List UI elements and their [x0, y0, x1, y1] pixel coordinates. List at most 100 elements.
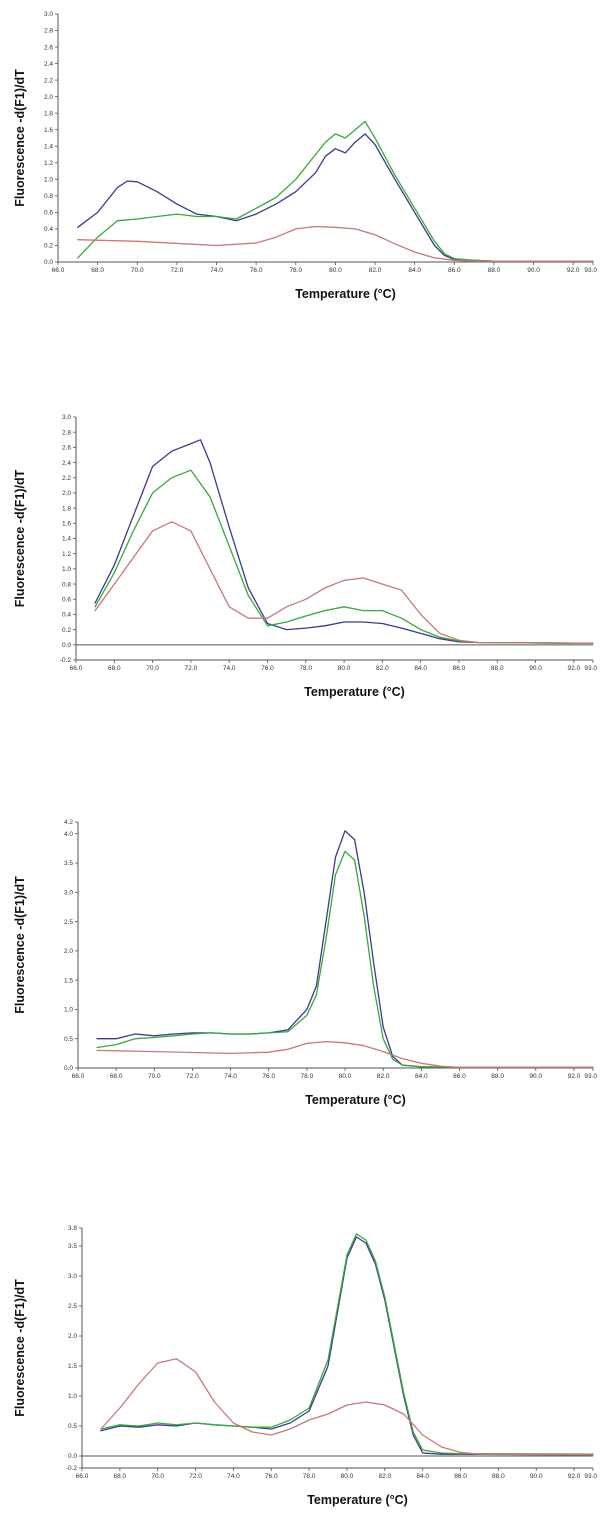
- x-tick-label: 70.0: [131, 267, 144, 274]
- x-tick-label: 78.0: [301, 1073, 314, 1080]
- y-tick-label: 0.0: [44, 259, 53, 266]
- x-tick-label: 76.0: [262, 1073, 275, 1080]
- y-tick-label: 2.2: [44, 77, 53, 84]
- series-line-2: [100, 1233, 594, 1455]
- y-tick-label: 1.4: [62, 536, 71, 543]
- x-tick-label: 86.0: [454, 1473, 467, 1480]
- x-tick-label: 88.0: [492, 1473, 505, 1480]
- x-tick-label: 92.0: [568, 665, 581, 672]
- x-axis-title: Temperature (°C): [295, 287, 396, 301]
- y-tick-label: 1.6: [44, 127, 53, 134]
- x-tick-label: 92.0: [567, 267, 580, 274]
- y-tick-label: 0.2: [44, 243, 53, 250]
- y-tick-label: 2.5: [64, 919, 73, 926]
- x-tick-label: 84.0: [416, 1473, 429, 1480]
- y-axis-title: Fluorescence -d(F1)/dT: [13, 69, 27, 207]
- series-line-2: [94, 469, 594, 644]
- x-tick-label: 68.0: [91, 267, 104, 274]
- x-tick-label: 78.0: [289, 267, 302, 274]
- y-tick-label: 3.8: [68, 1225, 77, 1232]
- x-tick-label: 70.0: [151, 1473, 164, 1480]
- y-tick-label: 1.0: [44, 177, 53, 184]
- y-tick-label: 0.5: [64, 1036, 73, 1043]
- y-tick-label: 0.6: [62, 596, 71, 603]
- x-tick-label: 93.0: [584, 267, 597, 274]
- series-line-1: [94, 439, 594, 644]
- series-line-1: [77, 133, 594, 262]
- y-tick-label: 2.6: [62, 445, 71, 452]
- x-tick-label: 72.0: [186, 1073, 199, 1080]
- x-tick-label: 76.0: [250, 267, 263, 274]
- y-tick-label: 2.6: [44, 44, 53, 51]
- x-tick-label: 82.0: [378, 1473, 391, 1480]
- series-line-3: [77, 225, 594, 262]
- y-tick-label: 0.0: [68, 1453, 77, 1460]
- x-axis-title: Temperature (°C): [305, 1093, 406, 1107]
- y-tick-label: 3.0: [68, 1273, 77, 1280]
- x-tick-label: 70.0: [146, 665, 159, 672]
- y-axis-title: Fluorescence -d(F1)/dT: [13, 1279, 27, 1417]
- x-tick-label: 74.0: [210, 267, 223, 274]
- y-tick-label: 0.6: [44, 210, 53, 217]
- y-tick-label: 1.4: [44, 143, 53, 150]
- y-tick-label: 0.8: [62, 581, 71, 588]
- x-tick-label: 68.0: [108, 665, 121, 672]
- x-tick-label: 70.0: [148, 1073, 161, 1080]
- x-tick-label: 90.0: [527, 267, 540, 274]
- y-tick-label: 3.0: [44, 11, 53, 18]
- y-tick-label: 2.2: [62, 475, 71, 482]
- y-tick-label: 2.8: [44, 28, 53, 35]
- series-line-3: [94, 521, 594, 644]
- x-tick-label: 86.0: [453, 665, 466, 672]
- y-tick-label: 3.5: [64, 860, 73, 867]
- y-tick-label: 1.6: [62, 521, 71, 528]
- x-tick-label: 78.0: [299, 665, 312, 672]
- y-tick-label: 2.0: [64, 948, 73, 955]
- y-tick-label: -0.2: [60, 657, 72, 664]
- y-tick-label: 2.0: [44, 94, 53, 101]
- y-tick-label: 0.8: [44, 193, 53, 200]
- chart-panel-2: -0.2 0.0 0.2 0.4 0.6 0.8 1.0 1.2 1.4 1.6 1.8 2.0 2.2…: [13, 414, 597, 699]
- series-line-1: [100, 1236, 594, 1456]
- y-tick-label: 1.0: [64, 1007, 73, 1014]
- x-tick-label: 92.0: [568, 1073, 581, 1080]
- y-tick-label: 0.0: [62, 642, 71, 649]
- x-tick-label: 80.0: [329, 267, 342, 274]
- x-tick-label: 92.0: [568, 1473, 581, 1480]
- x-tick-label: 88.0: [488, 267, 501, 274]
- chart-panel-4: -0.2 0.0 0.5 1.0 1.5 2.0 2.5 3.0 3.5 3.8 66.0 68.0 7…: [13, 1225, 597, 1507]
- x-tick-label: 82.0: [376, 665, 389, 672]
- x-tick-label: 66.0: [70, 665, 83, 672]
- x-tick-label: 76.0: [261, 665, 274, 672]
- y-tick-label: 1.0: [62, 566, 71, 573]
- x-tick-label: 84.0: [408, 267, 421, 274]
- y-tick-label: -0.2: [66, 1465, 78, 1472]
- x-axis-title: Temperature (°C): [304, 685, 405, 699]
- x-tick-label: 76.0: [265, 1473, 278, 1480]
- y-tick-label: 1.0: [68, 1393, 77, 1400]
- series-line-2: [96, 850, 594, 1069]
- x-tick-label: 82.0: [377, 1073, 390, 1080]
- x-tick-label: 78.0: [303, 1473, 316, 1480]
- x-tick-label: 68.0: [110, 1073, 123, 1080]
- y-tick-label: 3.0: [62, 414, 71, 421]
- x-tick-label: 72.0: [171, 267, 184, 274]
- y-tick-label: 0.0: [64, 1065, 73, 1072]
- y-tick-label: 0.5: [68, 1423, 77, 1430]
- x-tick-label: 90.0: [529, 665, 542, 672]
- y-tick-label: 4.2: [64, 819, 73, 826]
- y-tick-label: 0.4: [44, 226, 53, 233]
- x-tick-label: 93.0: [584, 1473, 597, 1480]
- x-tick-label: 80.0: [341, 1473, 354, 1480]
- x-tick-label: 88.0: [491, 665, 504, 672]
- y-tick-label: 2.4: [62, 460, 71, 467]
- y-tick-label: 2.0: [68, 1333, 77, 1340]
- y-tick-label: 1.8: [44, 110, 53, 117]
- y-tick-label: 3.5: [68, 1243, 77, 1250]
- y-tick-label: 0.4: [62, 612, 71, 619]
- series-line-3: [96, 1040, 594, 1069]
- y-tick-label: 2.8: [62, 429, 71, 436]
- x-tick-label: 86.0: [453, 1073, 466, 1080]
